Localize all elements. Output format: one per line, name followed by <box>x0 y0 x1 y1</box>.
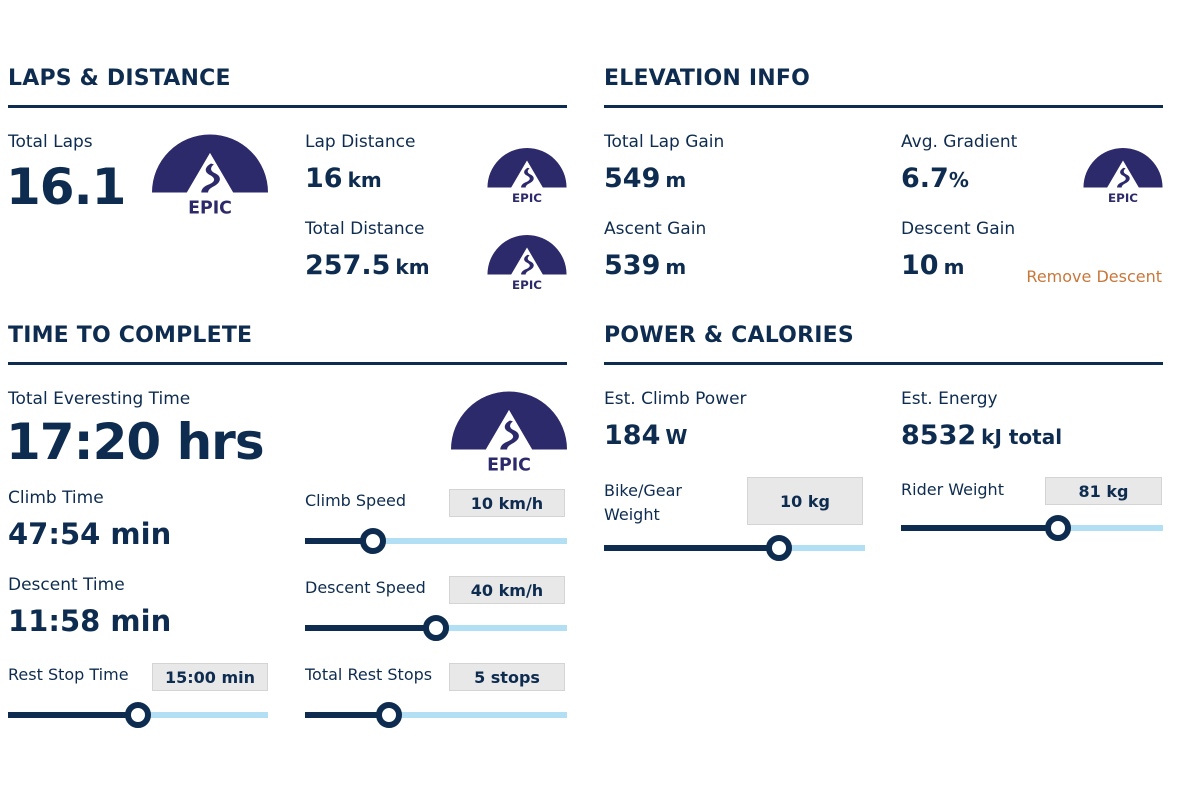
climb-speed-slider[interactable] <box>305 528 567 554</box>
epic-logo-icon: EPIC <box>451 391 567 477</box>
svg-text:EPIC: EPIC <box>1108 191 1138 205</box>
est-energy-value: 8532 kJ total <box>901 420 1063 451</box>
total-laps-value: 16.1 <box>6 158 126 216</box>
descent-gain-value: 10 m <box>901 250 965 281</box>
slider-handle[interactable] <box>125 702 151 728</box>
time-to-complete-divider <box>8 362 567 365</box>
descent-gain-label: Descent Gain <box>901 219 1016 239</box>
slider-track <box>305 712 567 718</box>
slider-fill <box>305 538 374 544</box>
slider-handle[interactable] <box>375 702 402 728</box>
bike-gear-weight-value-box: 10 kg <box>747 477 863 525</box>
slider-fill <box>901 525 1059 531</box>
ascent-gain-label: Ascent Gain <box>604 219 707 239</box>
slider-handle[interactable] <box>1045 515 1072 541</box>
est-energy-label: Est. Energy <box>901 389 998 409</box>
slider-handle[interactable] <box>423 615 449 641</box>
laps-distance-title: LAPS & DISTANCE <box>8 66 231 91</box>
slider-fill <box>305 712 389 718</box>
slider-fill <box>8 712 138 718</box>
epic-logo-icon: EPIC <box>1083 148 1163 206</box>
avg-gradient-value: 6.7% <box>901 163 969 194</box>
descent-speed-slider[interactable] <box>305 615 567 641</box>
descent-speed-label: Descent Speed <box>305 578 426 597</box>
bike-gear-weight-slider[interactable] <box>604 535 865 561</box>
total-laps-label: Total Laps <box>8 132 93 152</box>
total-rest-stops-slider[interactable] <box>305 702 567 728</box>
elevation-info-divider <box>604 105 1163 108</box>
climb-time-value: 47:54 min <box>8 517 172 551</box>
total-rest-stops-label: Total Rest Stops <box>305 665 433 684</box>
climb-speed-value-box: 10 km/h <box>449 489 565 517</box>
power-calories-divider <box>604 362 1163 365</box>
total-rest-stops-value-box: 5 stops <box>449 663 565 691</box>
descent-time-value: 11:58 min <box>8 604 172 638</box>
total-distance-value: 257.5 km <box>305 250 430 281</box>
rest-stop-time-label: Rest Stop Time <box>8 665 129 684</box>
rider-weight-slider[interactable] <box>901 515 1163 541</box>
slider-track <box>305 538 567 544</box>
slider-fill <box>305 625 436 631</box>
remove-descent-link[interactable]: Remove Descent <box>1026 267 1162 286</box>
svg-text:EPIC: EPIC <box>188 199 232 219</box>
slider-handle[interactable] <box>360 528 387 554</box>
rest-stop-time-slider[interactable] <box>8 702 268 728</box>
epic-logo-icon: EPIC <box>152 134 268 220</box>
svg-text:EPIC: EPIC <box>512 191 542 205</box>
power-calories-title: POWER & CALORIES <box>604 323 854 348</box>
slider-fill <box>604 545 779 551</box>
est-climb-power-value: 184 W <box>604 420 688 451</box>
rider-weight-value-box: 81 kg <box>1045 477 1162 505</box>
total-everesting-time-label: Total Everesting Time <box>8 389 191 409</box>
bike-gear-weight-label: Bike/Gear Weight <box>604 481 682 524</box>
total-everesting-time-value: 17:20 hrs <box>6 413 265 471</box>
rest-stop-time-value-box: 15:00 min <box>152 663 268 691</box>
descent-speed-value-box: 40 km/h <box>449 576 565 604</box>
est-climb-power-label: Est. Climb Power <box>604 389 747 409</box>
time-to-complete-title: TIME TO COMPLETE <box>8 323 253 348</box>
total-lap-gain-value: 549 m <box>604 163 687 194</box>
climb-speed-label: Climb Speed <box>305 491 407 510</box>
climb-time-label: Climb Time <box>8 488 104 508</box>
avg-gradient-label: Avg. Gradient <box>901 132 1018 152</box>
rider-weight-label: Rider Weight <box>901 480 1004 499</box>
lap-distance-value: 16 km <box>305 163 382 194</box>
ascent-gain-value: 539 m <box>604 250 687 281</box>
svg-text:EPIC: EPIC <box>487 456 531 476</box>
laps-distance-divider <box>8 105 567 108</box>
slider-handle[interactable] <box>765 535 792 561</box>
lap-distance-label: Lap Distance <box>305 132 416 152</box>
descent-time-label: Descent Time <box>8 575 125 595</box>
epic-logo-icon: EPIC <box>487 148 567 206</box>
elevation-info-title: ELEVATION INFO <box>604 66 811 91</box>
total-lap-gain-label: Total Lap Gain <box>604 132 725 152</box>
svg-text:EPIC: EPIC <box>512 278 542 292</box>
epic-logo-icon: EPIC <box>487 235 567 293</box>
total-distance-label: Total Distance <box>305 219 425 239</box>
